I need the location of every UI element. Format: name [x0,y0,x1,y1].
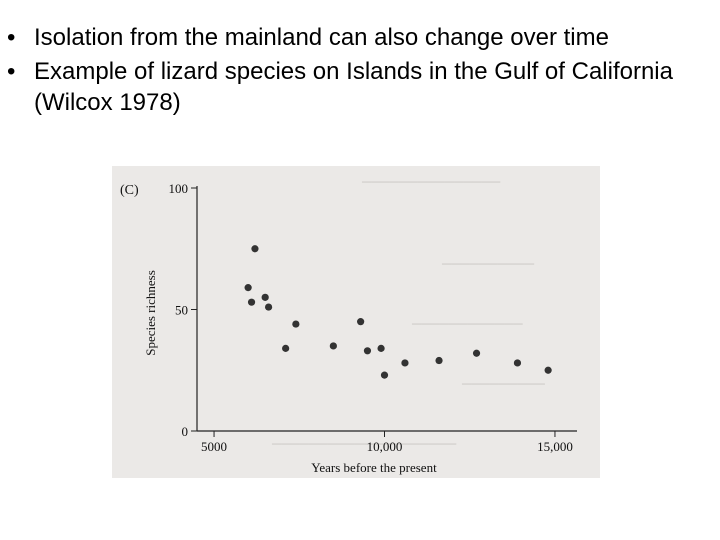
x-tick-label: 5000 [201,439,227,454]
y-tick-label: 0 [182,424,189,439]
data-point [247,298,256,306]
x-tick-label: 15,000 [537,439,573,454]
bullet-item: • Example of lizard species on Islands in… [0,56,674,118]
bullet-list: • Isolation from the mainland can also ch… [0,22,720,121]
bullet-text: Isolation from the mainland can also cha… [34,24,609,51]
data-point [357,318,365,326]
scatter-chart: (C) Species richness Years before the pr… [120,181,577,475]
data-point [282,344,290,352]
data-point [363,347,372,355]
data-point [380,371,389,379]
bullet-item: • Isolation from the mainland can also ch… [0,22,674,53]
scanned-figure: ─────────────── ────────── ──────────── … [112,166,600,478]
data-point [251,245,259,253]
data-point [401,359,409,367]
data-point [261,293,269,301]
bullet-dot: • [7,58,16,85]
y-tick-label: 100 [169,181,189,196]
data-point [435,356,443,365]
data-point [544,366,552,374]
bullet-text: Example of lizard species on Islands in … [34,58,673,116]
panel-label: (C) [120,183,139,198]
y-tick-label: 50 [175,303,188,318]
data-point [264,303,273,311]
data-point [292,320,300,328]
x-axis-label: Years before the present [311,460,437,475]
bullet-dot: • [7,24,16,51]
data-point [244,284,252,292]
data-point [377,344,385,352]
y-axis-label: Species richness [143,270,158,356]
data-point [329,342,337,350]
data-point [472,349,481,357]
data-point [513,359,522,367]
x-tick-label: 10,000 [367,439,403,454]
